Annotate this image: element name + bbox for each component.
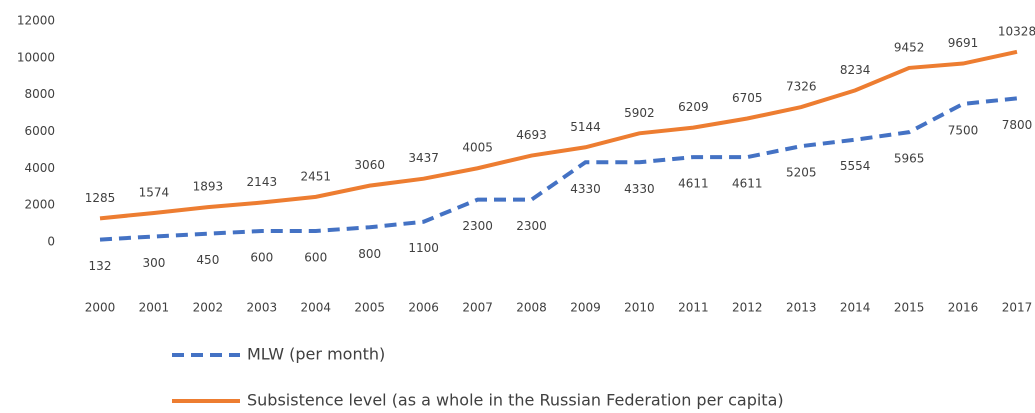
data-label: 7800 — [1002, 118, 1033, 132]
series-line — [99, 49, 1018, 221]
data-label: 7500 — [948, 123, 979, 137]
data-label: 5205 — [786, 166, 817, 180]
x-tick-label: 2010 — [624, 301, 655, 315]
legend-text: Subsistence level (as a whole in the Rus… — [247, 391, 784, 410]
x-tick-label: 2009 — [570, 301, 601, 315]
x-tick-label: 2003 — [247, 301, 278, 315]
data-label: 2451 — [300, 169, 331, 183]
x-tick-label: 2014 — [840, 301, 871, 315]
data-label: 1893 — [193, 180, 224, 194]
x-tick-label: 2001 — [139, 301, 170, 315]
data-label: 5965 — [894, 152, 925, 166]
x-tick-label: 2016 — [948, 301, 979, 315]
x-tick-label: 2004 — [300, 301, 331, 315]
data-label: 7326 — [786, 80, 817, 94]
x-tick-label: 2015 — [894, 301, 925, 315]
data-label: 2143 — [247, 175, 278, 189]
data-label: 6705 — [732, 91, 763, 105]
y-tick-label: 10000 — [17, 50, 55, 64]
series-line — [99, 96, 1018, 242]
y-tick-label: 4000 — [24, 161, 55, 175]
data-label: 5144 — [570, 120, 601, 134]
x-tick-label: 2008 — [516, 301, 547, 315]
data-label: 10328 — [998, 24, 1035, 38]
x-tick-label: 2017 — [1002, 301, 1033, 315]
x-tick-label: 2005 — [354, 301, 385, 315]
data-label: 1285 — [85, 191, 116, 205]
data-label: 4611 — [678, 177, 709, 191]
y-tick-label: 0 — [47, 235, 55, 249]
data-label: 300 — [142, 256, 165, 270]
data-label: 6209 — [678, 100, 709, 114]
x-tick-label: 2012 — [732, 301, 763, 315]
x-tick-label: 2006 — [408, 301, 439, 315]
data-label: 3060 — [354, 158, 385, 172]
data-label: 9452 — [894, 40, 925, 54]
y-tick-label: 12000 — [17, 14, 55, 28]
y-tick-label: 8000 — [24, 87, 55, 101]
data-label: 8234 — [840, 63, 871, 77]
x-tick-label: 2011 — [678, 301, 709, 315]
x-tick-label: 2002 — [193, 301, 224, 315]
legend-text: MLW (per month) — [247, 345, 385, 364]
data-label: 600 — [250, 250, 273, 264]
data-label: 450 — [196, 253, 219, 267]
data-label: 4330 — [624, 182, 655, 196]
data-label: 4693 — [516, 128, 547, 142]
data-label: 600 — [304, 250, 327, 264]
data-label: 132 — [89, 259, 112, 273]
data-label: 1574 — [139, 186, 170, 200]
data-label: 4005 — [462, 141, 493, 155]
y-tick-label: 2000 — [24, 198, 55, 212]
x-tick-label: 2000 — [85, 301, 116, 315]
data-label: 5554 — [840, 159, 871, 173]
data-label: 2300 — [516, 219, 547, 233]
x-tick-label: 2007 — [462, 301, 493, 315]
data-label: 800 — [358, 247, 381, 261]
data-label: 5902 — [624, 106, 655, 120]
data-label: 4611 — [732, 177, 763, 191]
data-label: 4330 — [570, 182, 601, 196]
y-tick-label: 6000 — [24, 124, 55, 138]
data-label: 3437 — [408, 151, 439, 165]
data-label: 1100 — [408, 241, 439, 255]
data-label: 9691 — [948, 36, 979, 50]
data-label: 2300 — [462, 219, 493, 233]
x-tick-label: 2013 — [786, 301, 817, 315]
